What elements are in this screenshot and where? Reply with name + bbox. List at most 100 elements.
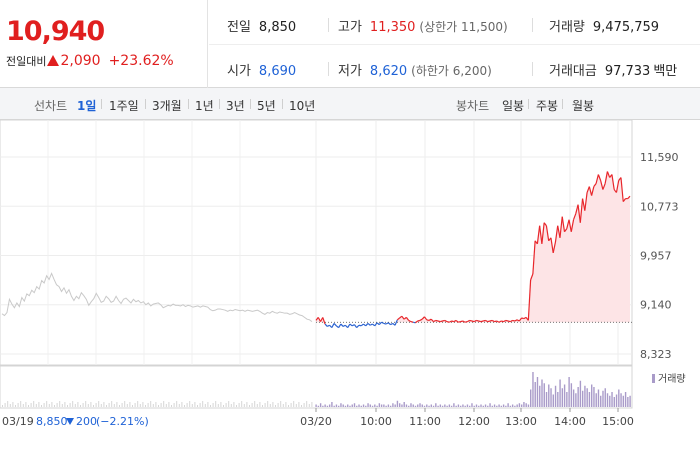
volume-bar (28, 405, 29, 407)
volume-bar (150, 401, 152, 407)
volume-bar (563, 384, 566, 407)
volume-bar (168, 402, 170, 407)
price-segment (550, 237, 554, 253)
prev-day-date: 03/19 (2, 415, 34, 428)
price-segment (415, 320, 419, 324)
volume-bar (243, 404, 245, 407)
period-1y-button[interactable]: 1년 (195, 99, 214, 113)
volume-bar (87, 404, 89, 407)
volume-bar (426, 404, 428, 407)
volume-bar (256, 404, 258, 407)
volume-bar (7, 401, 9, 407)
price-segment (460, 320, 463, 323)
low-label: 저가 (338, 64, 362, 79)
period-1d-button[interactable]: 1일 (77, 99, 97, 113)
volume-bar (480, 404, 482, 407)
divider (328, 62, 329, 76)
candle-weekly-button[interactable]: 주봉 (536, 99, 559, 113)
line-chart-label: 선차트 (34, 99, 68, 113)
candle-monthly-button[interactable]: 월봉 (572, 99, 595, 113)
price-segment (597, 174, 602, 181)
price-segment (448, 320, 452, 323)
divider (328, 18, 329, 32)
volume-bar (280, 401, 282, 407)
price-segment (417, 319, 421, 322)
price-segment (530, 273, 534, 281)
period-3m-button[interactable]: 3개월 (152, 99, 182, 113)
price-segment (552, 241, 557, 253)
price-segment (349, 323, 353, 327)
price-segment (566, 219, 570, 229)
price-segment (458, 321, 461, 323)
price-segment (430, 318, 434, 323)
volume-bar (396, 400, 399, 407)
volume-bar (344, 405, 347, 407)
price-segment (483, 319, 486, 322)
volume-bar (254, 401, 256, 407)
volume-bar (473, 405, 475, 407)
price-segment (410, 321, 414, 323)
volume-bar (554, 385, 557, 407)
open-value: 8,690 (258, 64, 297, 79)
period-10y-button[interactable]: 10년 (289, 99, 316, 113)
volume-bar (437, 405, 439, 407)
volume-bar (4, 403, 6, 407)
volume-bar (155, 402, 157, 407)
volume-bar (129, 402, 131, 407)
volume-bar (514, 405, 516, 407)
volume-bar (331, 402, 333, 407)
up-triangle-icon (47, 55, 60, 66)
volume-bar (236, 405, 237, 407)
price-segment (539, 225, 543, 244)
volume-bar (430, 404, 433, 407)
prev-day-line (1, 272, 313, 323)
volume-bar (249, 405, 250, 407)
price-segment (396, 317, 400, 321)
price-segment (507, 320, 511, 323)
volume-bar (351, 404, 353, 407)
price-segment (593, 183, 597, 187)
volume-bar (358, 404, 360, 407)
high-label: 고가 (338, 20, 362, 35)
trade-value-label: 거래대금 (549, 64, 597, 79)
price-segment (469, 319, 473, 322)
volume-bar (380, 404, 383, 407)
volume-bar (453, 403, 455, 407)
price-segment (442, 319, 445, 322)
volume-bar (322, 405, 324, 407)
price-segment (390, 322, 394, 326)
volume-bar (376, 405, 378, 407)
volume-bar (602, 390, 604, 407)
volume-bar (223, 405, 224, 407)
price-segment (471, 320, 475, 323)
price-segment (491, 319, 495, 323)
price-segment (501, 320, 504, 323)
grid (0, 120, 632, 365)
price-segment (564, 228, 568, 233)
candle-daily-button[interactable]: 일봉 (502, 99, 525, 113)
volume-bar (568, 377, 570, 407)
chart-toolbar: 선차트 1일 1주일 3개월 1년 3년 5년 10년 봉차트 일봉 주봉 월봉 (0, 88, 700, 120)
volume-bar (618, 389, 620, 407)
volume-bar (93, 405, 94, 407)
price-segment (331, 323, 335, 328)
volume-bar (100, 404, 102, 407)
volume-bar (113, 404, 115, 407)
volume-bar (383, 404, 385, 407)
period-5y-button[interactable]: 5년 (257, 99, 276, 113)
period-1w-button[interactable]: 1주일 (109, 99, 139, 113)
period-3y-button[interactable]: 3년 (226, 99, 245, 113)
volume-bar (228, 401, 230, 407)
volume-bar (588, 392, 591, 407)
volume-bar (516, 404, 518, 407)
prev-day-change: 200 (76, 415, 97, 428)
price-segment (498, 320, 502, 323)
volume-bar (414, 405, 417, 407)
divider (219, 99, 220, 109)
volume-bar (484, 404, 487, 407)
price-segment (467, 319, 470, 323)
price-segment (509, 319, 513, 323)
price-segment (378, 321, 382, 326)
volume-bar (622, 395, 625, 407)
volume-bar (301, 405, 302, 407)
